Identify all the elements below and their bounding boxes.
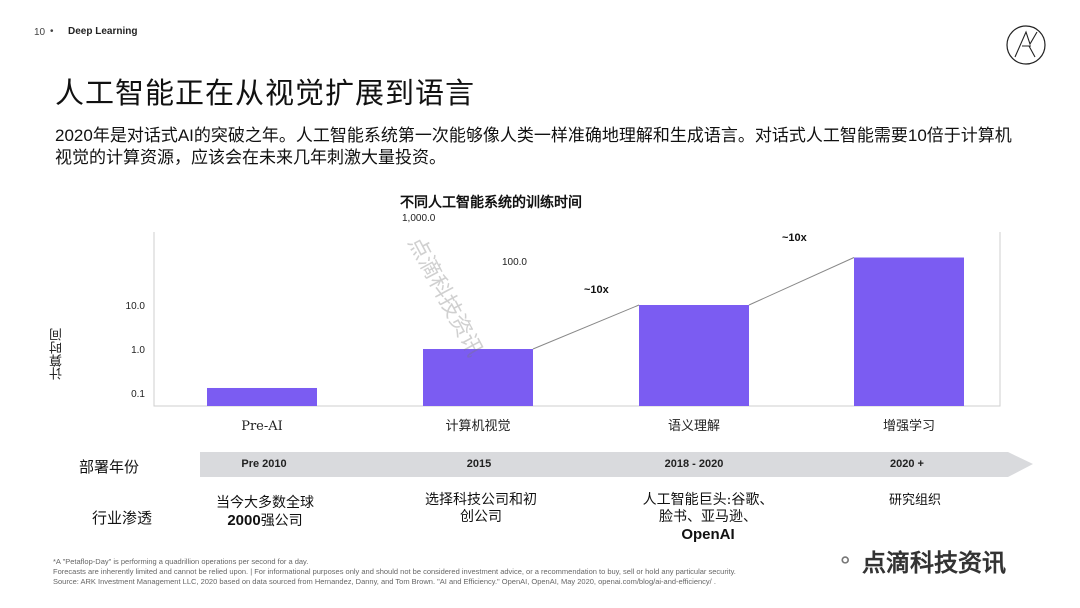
header-separator: • xyxy=(50,26,54,37)
y-tick-label: 0.1 xyxy=(131,389,145,400)
industry-penetration-label: 行业渗透 xyxy=(92,509,153,527)
growth-annotation: ~10x xyxy=(584,284,610,296)
deploy-year-label: 部署年份 xyxy=(79,458,140,476)
penetration-vision-line1: 选择科技公司和初 xyxy=(425,492,537,508)
footnote-2: Forecasts are inherently limited and can… xyxy=(53,567,736,576)
x-category-label: 语义理解 xyxy=(668,419,720,434)
penetration-vision-line2: 创公司 xyxy=(460,509,502,525)
chart-title: 不同人工智能系统的训练时间 xyxy=(400,195,582,211)
bar xyxy=(639,305,749,406)
penetration-pre-ai-number: 2000 xyxy=(227,512,261,529)
penetration-pre-ai-line2: 强公司 xyxy=(260,513,303,529)
growth-annotation: ~10x xyxy=(782,232,808,244)
penetration-rl-line1: 研究组织 xyxy=(888,493,941,508)
bar xyxy=(854,257,964,406)
penetration-rl: 研究组织 xyxy=(850,492,980,509)
y-tick-label: 10.0 xyxy=(126,301,146,312)
watermark-text: 点滴科技资讯 xyxy=(862,549,1006,577)
x-category-label: 计算机视觉 xyxy=(445,419,510,434)
penetration-vision: 选择科技公司和初 创公司 xyxy=(406,492,556,526)
trend-line xyxy=(532,304,640,350)
bar xyxy=(207,387,317,406)
penetration-language-line1: 人工智能巨头:谷歌、 xyxy=(642,492,774,508)
penetration-language: 人工智能巨头:谷歌、 脸书、亚马逊、 OpenAI xyxy=(628,492,788,544)
year-rl: 2020 + xyxy=(890,458,924,470)
plot-border xyxy=(153,232,1001,407)
y-tick-label: 1,000.0 xyxy=(402,213,436,224)
page-subtitle: 2020年是对话式AI的突破之年。人工智能系统第一次能够像人类一样准确地理解和生… xyxy=(55,126,1012,167)
page-number: 10 xyxy=(34,27,46,38)
x-category-label: Pre-AI xyxy=(241,419,283,434)
year-pre-ai: Pre 2010 xyxy=(241,458,287,470)
penetration-language-line2: 脸书、亚马逊、 xyxy=(659,509,757,525)
wechat-icon: ⚬ xyxy=(836,548,855,573)
penetration-language-line3: OpenAI xyxy=(681,526,735,543)
year-language: 2018 - 2020 xyxy=(664,458,724,470)
y-tick-label: 1.0 xyxy=(131,345,145,356)
year-vision: 2015 xyxy=(466,458,492,470)
bar xyxy=(423,349,533,406)
y-tick-label: 100.0 xyxy=(502,257,527,268)
page-title: 人工智能正在从视觉扩展到语言 xyxy=(55,76,476,110)
section-title: Deep Learning xyxy=(68,26,138,37)
ark-logo-icon xyxy=(1006,25,1046,65)
trend-line xyxy=(748,257,855,306)
footnote-3: Source: ARK Investment Management LLC, 2… xyxy=(53,577,716,586)
penetration-pre-ai-line1: 当今大多数全球 xyxy=(216,495,314,511)
x-category-label: 增强学习 xyxy=(883,418,935,434)
footnote-1: *A "Petaflop-Day" is performing a quadri… xyxy=(53,557,309,566)
penetration-pre-ai: 当今大多数全球 2000强公司 xyxy=(190,495,340,530)
